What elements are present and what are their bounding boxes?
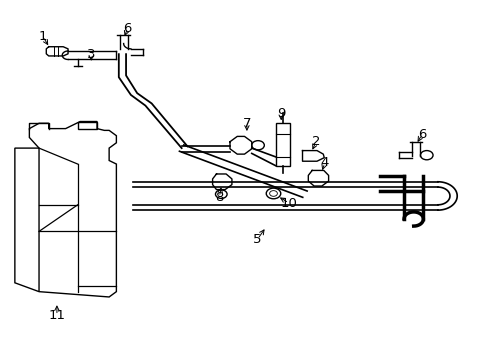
Text: 11: 11	[48, 309, 65, 322]
Text: 5: 5	[253, 233, 261, 246]
Text: 3: 3	[87, 48, 95, 61]
Text: 2: 2	[311, 135, 320, 148]
Text: 9: 9	[277, 107, 285, 120]
Text: 8: 8	[215, 190, 223, 203]
Text: 4: 4	[320, 157, 328, 170]
Text: 7: 7	[242, 117, 251, 130]
Text: 6: 6	[417, 128, 425, 141]
Text: 10: 10	[280, 197, 297, 210]
Bar	[275, 123, 290, 166]
Text: 1: 1	[39, 30, 47, 43]
Text: 6: 6	[123, 22, 131, 35]
